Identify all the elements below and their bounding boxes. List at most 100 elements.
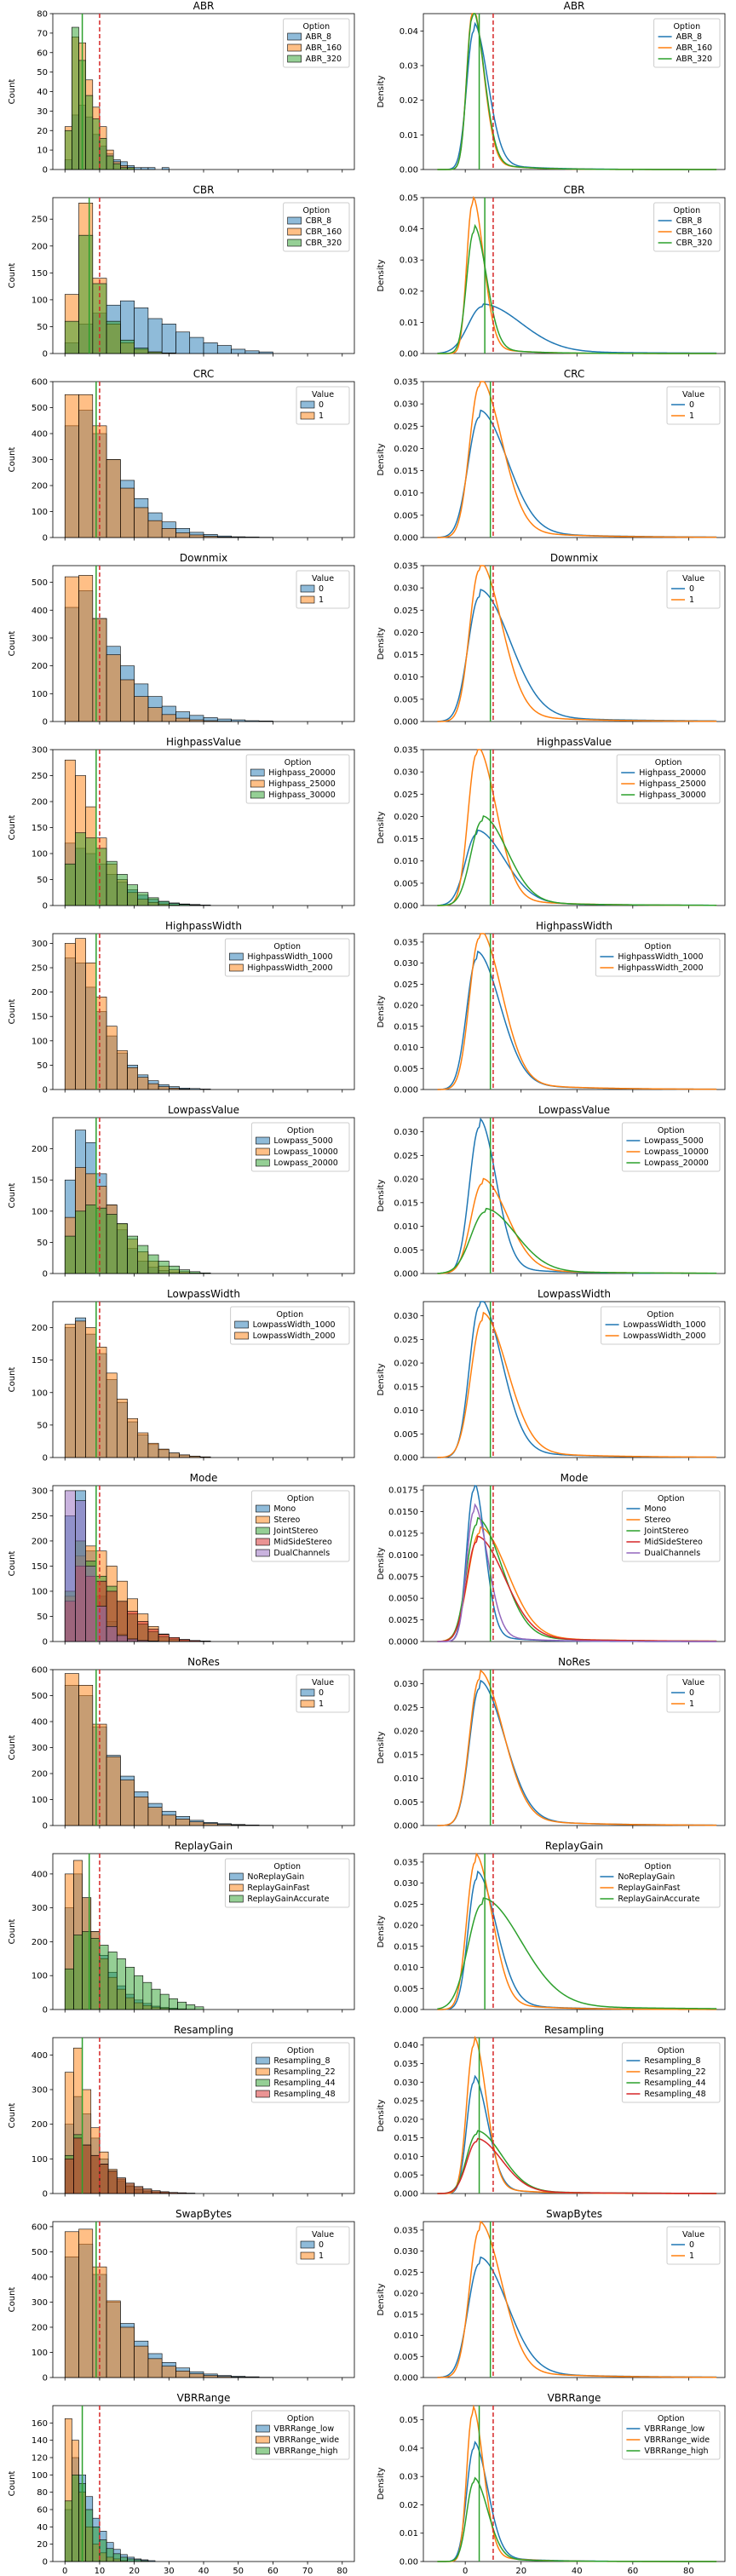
hist-legend-swatch-13-2 bbox=[256, 2447, 270, 2455]
kde-ytick-label-4-2: 0.010 bbox=[394, 857, 418, 866]
hist-legend-swatch-11-3 bbox=[256, 2090, 270, 2098]
hist-legend-4 bbox=[245, 754, 350, 804]
hist-ytick-label-0-8: 80 bbox=[37, 10, 48, 20]
kde-legend-label-0-1: ABR_160 bbox=[676, 43, 713, 53]
kde-ytick-label-13-2: 0.02 bbox=[400, 2501, 418, 2510]
kde-legend-label-13-2: VBRRange_high bbox=[644, 2447, 708, 2456]
hist-legend-swatch-11-0 bbox=[256, 2056, 270, 2065]
bar-10-2-7 bbox=[125, 1966, 135, 2010]
bar-1-2-1 bbox=[78, 234, 94, 354]
bar-11-3-9 bbox=[142, 2188, 152, 2194]
hist-ytick-label-1-0: 0 bbox=[43, 350, 48, 359]
hist-legend-swatch-13-0 bbox=[256, 2424, 270, 2433]
hist-ytick-label-1-1: 50 bbox=[37, 323, 48, 332]
bar-7-1-5 bbox=[116, 1399, 128, 1458]
bar-9-1-4 bbox=[120, 1780, 135, 1826]
kde-ytick-label-11-8: 0.040 bbox=[394, 2041, 418, 2050]
kde-ytick-label-12-3: 0.015 bbox=[394, 2310, 418, 2320]
hist-legend-title-5: Option bbox=[273, 942, 301, 952]
kde-legend-10 bbox=[595, 1858, 721, 1908]
hist-legend-label-8-3: MidSideStereo bbox=[273, 1538, 332, 1547]
hist-ytick-label-3-5: 500 bbox=[32, 578, 48, 588]
kde-title-9: NoRes bbox=[558, 1656, 590, 1668]
hist-legend-label-4-1: Highpass_25000 bbox=[268, 779, 336, 789]
bar-1-0-14 bbox=[258, 351, 273, 354]
hist-marks-2 bbox=[64, 394, 273, 538]
hist-legend-title-3: Value bbox=[312, 574, 334, 584]
hist-title-10: ReplayGain bbox=[175, 1840, 233, 1852]
kde-ytick-label-8-0: 0.0000 bbox=[388, 1638, 418, 1647]
kde-legend-title-12: Value bbox=[682, 2230, 704, 2240]
hist-ytick-label-2-0: 0 bbox=[43, 534, 48, 543]
kde-ytick-label-9-5: 0.025 bbox=[394, 1704, 418, 1713]
hist-legend-label-11-1: Resampling_22 bbox=[273, 2067, 335, 2077]
bar-7-1-1 bbox=[75, 1320, 86, 1458]
bar-13-2-10 bbox=[134, 2559, 142, 2562]
hist-ytick-label-12-0: 0 bbox=[43, 2374, 48, 2383]
hist-ytick-label-1-5: 250 bbox=[32, 216, 48, 225]
kde-curve-10-2 bbox=[437, 1897, 717, 2010]
hist-ytick-label-11-4: 400 bbox=[32, 2051, 48, 2061]
hist-legend-title-10: Option bbox=[273, 1862, 301, 1872]
hist-marks-6 bbox=[64, 1130, 211, 1274]
kde-ytick-label-13-4: 0.04 bbox=[400, 2444, 418, 2453]
kde-ytick-label-4-7: 0.035 bbox=[394, 746, 418, 756]
bar-2-1-11 bbox=[216, 537, 232, 538]
kde-ylabel-5: Density bbox=[377, 995, 386, 1027]
kde-xtick-label-0: 0 bbox=[463, 2567, 468, 2576]
hist-ytick-label-13-6: 120 bbox=[32, 2454, 48, 2464]
bar-1-0-11 bbox=[216, 345, 232, 354]
kde-legend-title-8: Option bbox=[658, 1494, 685, 1504]
hist-ytick-label-0-2: 20 bbox=[37, 127, 48, 136]
hist-legend-title-7: Option bbox=[276, 1310, 303, 1320]
hist-ytick-label-11-0: 0 bbox=[43, 2190, 48, 2199]
kde-ytick-label-13-0: 0.00 bbox=[400, 2558, 418, 2567]
hist-legend-label-11-2: Resampling_44 bbox=[273, 2079, 335, 2088]
kde-legend-title-1: Option bbox=[673, 206, 700, 216]
kde-xtick-label-1: 20 bbox=[515, 2567, 526, 2576]
hist-ytick-label-2-3: 300 bbox=[32, 456, 48, 465]
kde-ylabel-7: Density bbox=[377, 1363, 386, 1395]
kde-title-4: HighpassValue bbox=[537, 736, 612, 748]
hist-ylabel-2: Count bbox=[8, 447, 17, 473]
kde-ytick-label-5-7: 0.035 bbox=[394, 938, 418, 947]
hist-title-4: HighpassValue bbox=[166, 736, 241, 748]
hist-legend-swatch-6-0 bbox=[256, 1136, 270, 1145]
hist-legend-title-8: Option bbox=[287, 1494, 314, 1504]
kde-legend-label-4-0: Highpass_20000 bbox=[639, 768, 706, 778]
kde-ytick-label-8-5: 0.0125 bbox=[388, 1529, 418, 1538]
kde-curve-4-2 bbox=[437, 814, 717, 906]
hist-ytick-label-0-3: 30 bbox=[37, 107, 48, 117]
bar-13-2-6 bbox=[106, 2548, 114, 2562]
bar-0-0-14 bbox=[161, 167, 170, 170]
hist-title-5: HighpassWidth bbox=[165, 920, 242, 932]
kde-legend-label-8-1: Stereo bbox=[644, 1515, 670, 1525]
hist-title-8: Mode bbox=[190, 1472, 218, 1484]
bar-7-1-11 bbox=[179, 1454, 191, 1458]
hist-legend-swatch-10-2 bbox=[229, 1895, 244, 1903]
kde-legend-title-7: Option bbox=[647, 1310, 674, 1320]
hist-legend-swatch-6-2 bbox=[256, 1159, 270, 1167]
bar-0-2-3 bbox=[85, 95, 94, 170]
kde-marks-1 bbox=[437, 195, 717, 354]
kde-marks-5 bbox=[437, 933, 717, 1090]
bar-7-1-13 bbox=[199, 1456, 211, 1458]
kde-xtick-label-3: 60 bbox=[627, 2567, 638, 2576]
kde-curve-10-1 bbox=[437, 1852, 717, 2010]
hist-ytick-label-13-7: 140 bbox=[32, 2436, 48, 2446]
hist-legend-title-0: Option bbox=[302, 22, 330, 32]
hist-ytick-label-10-1: 100 bbox=[32, 1972, 48, 1981]
bar-13-0-12 bbox=[147, 2560, 156, 2562]
bar-0-0-12 bbox=[147, 167, 156, 170]
bar-4-2-5 bbox=[116, 874, 128, 906]
bar-6-2-7 bbox=[137, 1245, 149, 1274]
bar-11-3-12 bbox=[169, 2192, 178, 2194]
bar-13-2-1 bbox=[72, 2475, 79, 2562]
bar-9-1-9 bbox=[189, 1821, 204, 1826]
bar-0-0-10 bbox=[134, 167, 142, 170]
bar-0-2-1 bbox=[72, 26, 79, 170]
kde-ytick-label-4-3: 0.015 bbox=[394, 835, 418, 844]
bar-8-4-4 bbox=[106, 1625, 118, 1642]
kde-marks-4 bbox=[437, 749, 717, 906]
hist-ylabel-5: Count bbox=[8, 999, 17, 1025]
